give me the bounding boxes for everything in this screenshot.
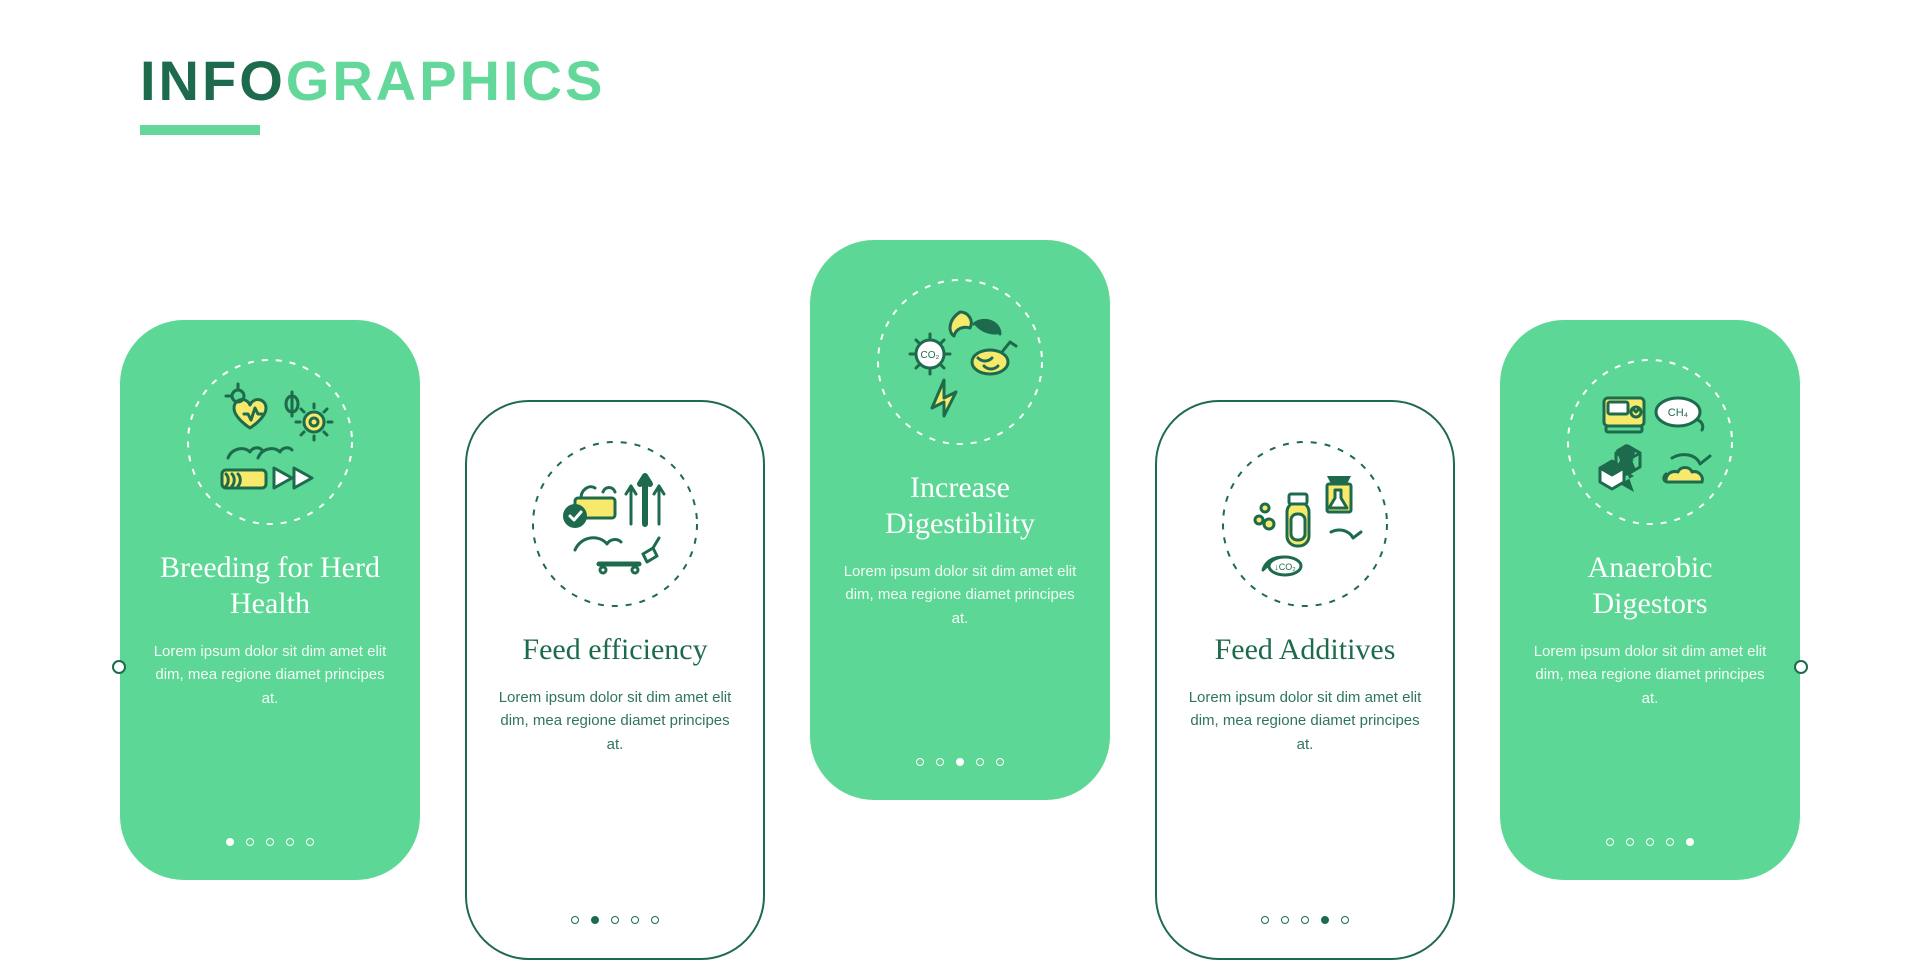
pager-dot	[956, 758, 964, 766]
connector-dot	[1794, 660, 1808, 674]
digestibility-icon: CO₂	[874, 276, 1046, 448]
svg-text:CH₄: CH₄	[1668, 407, 1689, 419]
card-1: Feed efficiency Lorem ipsum dolor sit dim…	[465, 400, 765, 960]
card-4: CH₄ Anaerobic Digestors Lorem ipsum dolor…	[1500, 320, 1800, 880]
card-3: ↓CO₂ Feed Additives Lorem ipsum dolor sit…	[1155, 400, 1455, 960]
digestors-icon: CH₄	[1564, 356, 1736, 528]
pager-dot	[571, 916, 579, 924]
svg-text:↓CO₂: ↓CO₂	[1274, 562, 1296, 572]
pager	[571, 892, 659, 924]
card-title: Feed efficiency	[522, 632, 707, 668]
feed-efficiency-icon	[529, 438, 701, 610]
pager-dot	[591, 916, 599, 924]
card-title: Breeding for Herd Health	[148, 550, 392, 622]
pager-dot	[246, 838, 254, 846]
pager-dot	[286, 838, 294, 846]
pager-dot	[1686, 838, 1694, 846]
pager-dot	[936, 758, 944, 766]
pager-dot	[1261, 916, 1269, 924]
card-body: Lorem ipsum dolor sit dim amet elit dim,…	[1528, 640, 1772, 710]
pager-dot	[1626, 838, 1634, 846]
pager-dot	[266, 838, 274, 846]
pager-dot	[1646, 838, 1654, 846]
card-body: Lorem ipsum dolor sit dim amet elit dim,…	[495, 686, 735, 756]
pager-dot	[1606, 838, 1614, 846]
pager-dot	[306, 838, 314, 846]
pager-dot	[996, 758, 1004, 766]
pager-dot	[976, 758, 984, 766]
card-title: Feed Additives	[1215, 632, 1396, 668]
herd-health-icon	[184, 356, 356, 528]
pager-dot	[1341, 916, 1349, 924]
pager-dot	[1281, 916, 1289, 924]
pager-dot	[916, 758, 924, 766]
pager-dot	[226, 838, 234, 846]
connector-dot	[112, 660, 126, 674]
card-title: Increase Digestibility	[838, 470, 1082, 542]
pager	[1261, 892, 1349, 924]
pager-dot	[1666, 838, 1674, 846]
card-body: Lorem ipsum dolor sit dim amet elit dim,…	[838, 560, 1082, 630]
card-body: Lorem ipsum dolor sit dim amet elit dim,…	[1185, 686, 1425, 756]
pager	[916, 734, 1004, 766]
pager-dot	[1301, 916, 1309, 924]
feed-additives-icon: ↓CO₂	[1219, 438, 1391, 610]
pager-dot	[1321, 916, 1329, 924]
card-body: Lorem ipsum dolor sit dim amet elit dim,…	[148, 640, 392, 710]
svg-text:CO₂: CO₂	[921, 350, 940, 361]
pager	[226, 814, 314, 846]
card-title: Anaerobic Digestors	[1528, 550, 1772, 622]
pager-dot	[631, 916, 639, 924]
card-2: CO₂ Increase Digestibility Lorem ipsum do…	[810, 240, 1110, 800]
pager-dot	[651, 916, 659, 924]
pager	[1606, 814, 1694, 846]
card-0: Breeding for Herd Health Lorem ipsum dolo…	[120, 320, 420, 880]
pager-dot	[611, 916, 619, 924]
cards-row: Breeding for Herd Health Lorem ipsum dolo…	[120, 90, 1800, 890]
